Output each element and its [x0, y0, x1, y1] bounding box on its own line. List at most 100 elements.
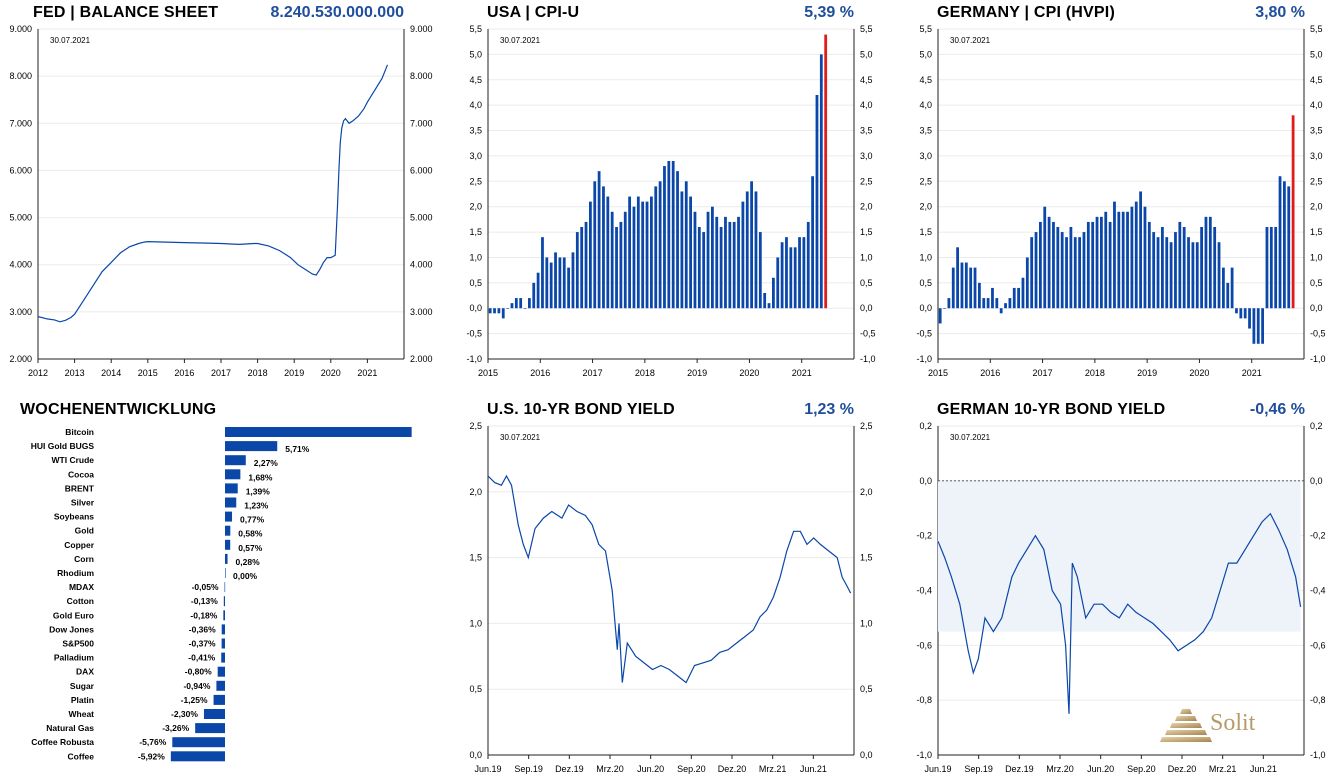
usa-cpi-y-tick-left: 0,0 [469, 303, 482, 313]
germany-cpi-bar [1056, 227, 1060, 309]
fed-x-tick-label: 2018 [248, 368, 268, 378]
usa-cpi-bar [715, 216, 719, 309]
usa-cpi-bar [663, 166, 666, 309]
weekly-bar [225, 497, 237, 508]
germany-cpi-headline-value: 3,80 % [1255, 4, 1305, 21]
us-10y-y-tick-left: 1,5 [469, 553, 482, 563]
weekly-category-label: WTI Crude [52, 455, 95, 465]
germany-cpi-y-tick-right: 4,5 [1310, 75, 1323, 85]
germany-cpi-bar [1213, 227, 1217, 309]
germany-cpi-bar [1108, 221, 1112, 309]
germany-cpi-bar [960, 262, 964, 309]
germany-cpi-bar [1038, 221, 1042, 309]
germany-cpi-chart: -1,0 -1,0 -0,5 -0,5 0,0 0,0 0,5 0,5 1,0 1,0 1,5 1,5… [916, 24, 1325, 378]
weekly-category-label: Coffee Robusta [31, 737, 94, 747]
german-10y-y-tick-left: 0,0 [919, 476, 932, 486]
germany-cpi-y-tick-left: 5,0 [919, 49, 932, 59]
fed-y-tick-right: 7.000 [410, 118, 433, 128]
fed-y-tick-left: 8.000 [9, 71, 32, 81]
weekly-category-label: Corn [74, 554, 94, 564]
germany-cpi-bar [1134, 201, 1138, 309]
usa-cpi-bar [641, 201, 645, 309]
us-10y-y-tick-right: 2,0 [860, 487, 873, 497]
germany-cpi-bar [1291, 115, 1295, 309]
germany-cpi-y-tick-left: 4,0 [919, 100, 932, 110]
german-10y-x-tick-label: Dez.20 [1168, 764, 1197, 774]
weekly-bar [225, 539, 231, 550]
usa-cpi-x-tick-label: 2018 [635, 368, 655, 378]
usa-cpi-y-tick-right: 1,0 [860, 252, 873, 262]
usa-cpi-y-tick-left: 4,0 [469, 100, 482, 110]
usa-cpi-bar [780, 242, 784, 309]
usa-cpi-bar [798, 237, 801, 309]
german-10y-y-tick-left: -1,0 [916, 750, 932, 760]
usa-cpi-bar [554, 252, 557, 309]
usa-cpi-bar [658, 181, 662, 309]
weekly-value-label: -0,94% [183, 681, 210, 691]
usa-cpi-bar [514, 298, 518, 309]
weekly-value-label: -5,92% [138, 751, 165, 761]
solit-logo-icon [1160, 709, 1212, 742]
germany-cpi-bar [1139, 191, 1143, 309]
usa-cpi-bar [737, 216, 740, 309]
fed-x-tick-label: 2019 [284, 368, 304, 378]
germany-cpi-bar [1160, 227, 1164, 309]
germany-cpi-bar [956, 247, 960, 309]
usa-cpi-y-tick-left: 3,5 [469, 126, 482, 136]
germany-cpi-bar [1052, 221, 1055, 309]
german-10y-x-tick-label: Jun.19 [924, 764, 951, 774]
germany-cpi-bar [1182, 227, 1186, 309]
weekly-value-label: -0,80% [185, 667, 212, 677]
usa-cpi-bar [671, 161, 675, 309]
german-10y-x-tick-label: Mrz.20 [1046, 764, 1074, 774]
usa-cpi-x-tick-label: 2017 [583, 368, 603, 378]
fed-chart-title: FED | BALANCE SHEET [33, 4, 219, 21]
fed-y-tick-right: 6.000 [410, 165, 433, 175]
usa-cpi-panel: USA | CPI-U 5,39 % -1,0 -1,0 -0,5 -0,5 0,0 0,… [450, 0, 895, 390]
usa-cpi-bar [771, 277, 775, 309]
usa-cpi-bar [501, 308, 505, 319]
weekly-bar [223, 610, 225, 621]
germany-cpi-bar [1130, 206, 1134, 309]
us-10y-x-tick-label: Jun.19 [474, 764, 501, 774]
usa-cpi-date-label: 30.07.2021 [500, 36, 541, 45]
usa-cpi-bar [732, 221, 736, 309]
weekly-category-label: Wheat [69, 709, 95, 719]
weekly-value-label: 1,39% [246, 486, 271, 496]
usa-cpi-bar [610, 211, 614, 309]
weekly-bar [213, 694, 225, 705]
germany-cpi-x-tick-label: 2017 [1033, 368, 1053, 378]
germany-cpi-bar [1043, 206, 1047, 309]
usa-cpi-y-tick-left: 5,0 [469, 49, 482, 59]
us-10y-y-tick-left: 0,0 [469, 750, 482, 760]
germany-cpi-y-tick-right: 1,0 [1310, 252, 1323, 262]
germany-cpi-bar [1230, 267, 1234, 309]
germany-cpi-panel: GERMANY | CPI (HVPI) 3,80 % -1,0 -1,0 -0,5… [900, 0, 1343, 390]
fed-y-tick-right: 4.000 [410, 260, 433, 270]
usa-cpi-bar [506, 308, 510, 309]
germany-cpi-bar [1117, 211, 1121, 309]
weekly-bar [225, 427, 412, 437]
fed-x-tick-label: 2021 [357, 368, 377, 378]
usa-cpi-bar [575, 232, 579, 309]
weekly-category-label: Platin [71, 695, 94, 705]
germany-cpi-x-tick-label: 2021 [1242, 368, 1262, 378]
weekly-chart-title: WOCHENENTWICKLUNG [20, 401, 217, 418]
weekly-value-label: -2,30% [171, 709, 198, 719]
german-10y-y-tick-right: -0,2 [1310, 531, 1326, 541]
germany-cpi-y-tick-right: 2,0 [1310, 202, 1323, 212]
germany-cpi-y-tick-left: 1,0 [919, 252, 932, 262]
germany-cpi-y-tick-left: 1,5 [919, 227, 932, 237]
weekly-performance-chart: Bitcoin HUI Gold BUGS 5,71% WTI Crude 2,27% C… [31, 427, 412, 762]
usa-cpi-bar [776, 257, 780, 309]
usa-cpi-bar [728, 221, 732, 309]
weekly-value-label: 0,28% [236, 557, 261, 567]
usa-cpi-bar [745, 191, 749, 309]
us-10y-x-tick-label: Dez.19 [555, 764, 584, 774]
weekly-bar [221, 652, 225, 663]
usa-cpi-bar [623, 211, 627, 309]
german-10y-x-tick-label: Mrz.21 [1209, 764, 1237, 774]
us-10y-chart-title: U.S. 10-YR BOND YIELD [487, 401, 675, 418]
german-10y-y-tick-left: 0,2 [919, 421, 932, 431]
germany-cpi-bar [1147, 221, 1151, 309]
